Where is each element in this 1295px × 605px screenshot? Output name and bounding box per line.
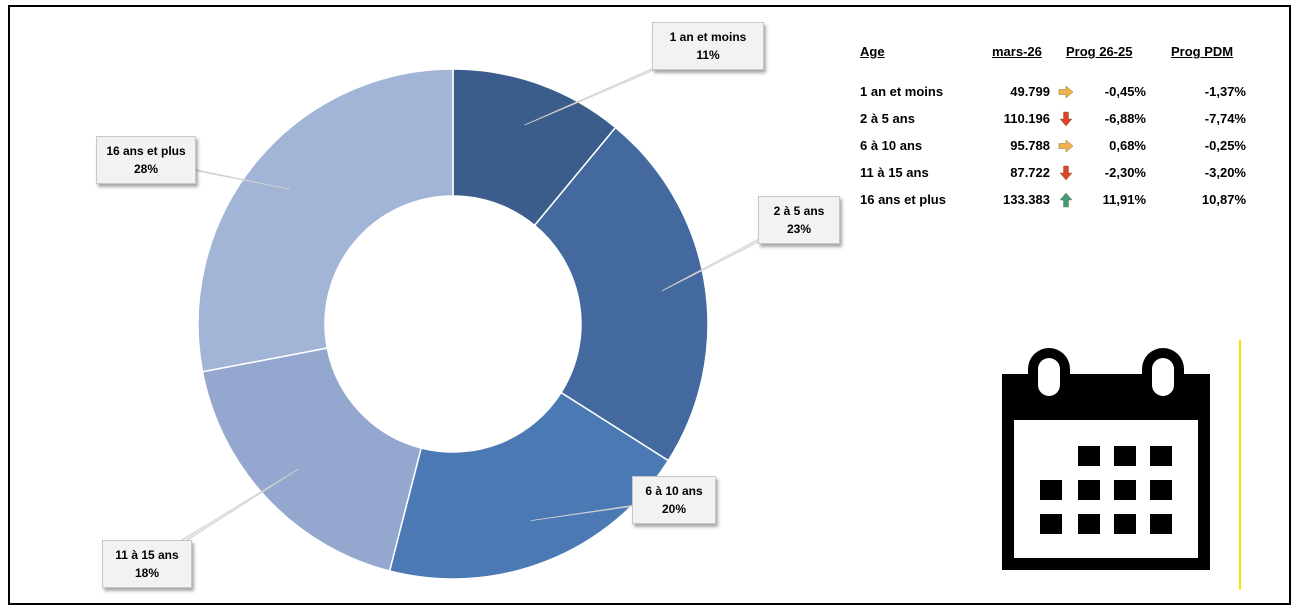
row-value: 133.383: [1003, 192, 1050, 207]
row-pdm: 10,87%: [1201, 192, 1246, 207]
row-age: 16 ans et plus: [860, 192, 946, 207]
row-pdm: -3,20%: [1204, 165, 1246, 180]
arrow-down-icon: [1059, 111, 1073, 127]
row-pdm: -0,25%: [1204, 138, 1246, 153]
header-month: mars-26: [992, 44, 1042, 59]
donut-slice-2: [533, 126, 709, 462]
row-age: 11 à 15 ans: [860, 165, 929, 180]
donut-slice-4: [201, 347, 423, 572]
header-prog: Prog 26-25: [1066, 44, 1133, 59]
arrow-right-icon: [1058, 85, 1074, 99]
data-label-category: 2 à 5 ans: [773, 204, 825, 218]
header-pdm: Prog PDM: [1171, 44, 1234, 59]
data-label-3: 6 à 10 ans 20%: [632, 476, 716, 524]
data-label-5: 16 ans et plus 28%: [96, 136, 196, 184]
data-label-percent: 18%: [134, 566, 160, 580]
data-label-category: 6 à 10 ans: [645, 484, 703, 498]
data-label-category: 16 ans et plus: [106, 144, 186, 158]
arrow-down-icon: [1059, 165, 1073, 181]
row-value: 110.196: [1003, 111, 1050, 126]
calendar-icon: [1002, 348, 1210, 570]
data-label-2: 2 à 5 ans 23%: [758, 196, 840, 244]
arrow-right-icon: [1058, 139, 1074, 153]
data-label-4: 11 à 15 ans 18%: [102, 540, 192, 588]
row-pdm: -1,37%: [1204, 84, 1246, 99]
row-value: 87.722: [1010, 165, 1050, 180]
row-prog: 11,91%: [1102, 192, 1146, 207]
divider-line: [1239, 340, 1241, 590]
row-pdm: -7,74%: [1204, 111, 1246, 126]
data-label-percent: 20%: [661, 502, 687, 516]
row-value: 49.799: [1010, 84, 1050, 99]
row-value: 95.788: [1010, 138, 1050, 153]
header-age: Age: [860, 44, 885, 59]
row-age: 2 à 5 ans: [860, 111, 915, 126]
data-label-category: 1 an et moins: [669, 30, 747, 44]
row-prog: -6,88%: [1104, 111, 1146, 126]
row-age: 1 an et moins: [860, 84, 944, 99]
row-prog: 0,68%: [1109, 138, 1146, 153]
donut-slice-5: [197, 68, 454, 373]
data-label-percent: 11%: [696, 48, 720, 62]
row-age: 6 à 10 ans: [860, 138, 923, 153]
row-prog: -0,45%: [1104, 84, 1146, 99]
donut-slice-3: [388, 391, 670, 580]
data-label-percent: 23%: [786, 222, 812, 236]
data-label-category: 11 à 15 ans: [115, 548, 179, 562]
row-prog: -2,30%: [1104, 165, 1146, 180]
data-label-1: 1 an et moins 11%: [652, 22, 764, 70]
data-label-percent: 28%: [133, 162, 159, 176]
arrow-up-icon: [1059, 192, 1073, 208]
